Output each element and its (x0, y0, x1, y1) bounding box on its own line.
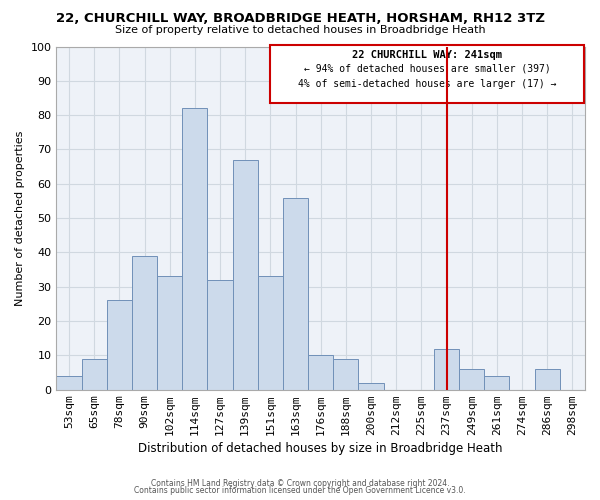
Bar (107, 300, 132, 390)
Bar (208, 280, 233, 390)
Bar (258, 276, 283, 390)
Bar (308, 356, 333, 390)
Bar (56, 376, 82, 390)
Bar (358, 383, 383, 390)
FancyBboxPatch shape (271, 45, 584, 103)
Bar (484, 376, 509, 390)
Text: ← 94% of detached houses are smaller (397): ← 94% of detached houses are smaller (39… (304, 64, 550, 74)
Text: 4% of semi-detached houses are larger (17) →: 4% of semi-detached houses are larger (1… (298, 79, 556, 89)
Text: 22, CHURCHILL WAY, BROADBRIDGE HEATH, HORSHAM, RH12 3TZ: 22, CHURCHILL WAY, BROADBRIDGE HEATH, HO… (56, 12, 545, 26)
Bar (233, 160, 258, 390)
Bar (82, 359, 107, 390)
Bar (182, 108, 208, 390)
Bar (157, 276, 182, 390)
Text: Contains HM Land Registry data © Crown copyright and database right 2024.: Contains HM Land Registry data © Crown c… (151, 478, 449, 488)
Bar (535, 369, 560, 390)
Bar (333, 359, 358, 390)
Text: Size of property relative to detached houses in Broadbridge Heath: Size of property relative to detached ho… (115, 25, 485, 35)
Text: Contains public sector information licensed under the Open Government Licence v3: Contains public sector information licen… (134, 486, 466, 495)
Y-axis label: Number of detached properties: Number of detached properties (15, 130, 25, 306)
Bar (434, 348, 459, 390)
X-axis label: Distribution of detached houses by size in Broadbridge Heath: Distribution of detached houses by size … (139, 442, 503, 455)
Text: 22 CHURCHILL WAY: 241sqm: 22 CHURCHILL WAY: 241sqm (352, 50, 502, 60)
Bar (132, 256, 157, 390)
Bar (459, 369, 484, 390)
Bar (283, 198, 308, 390)
